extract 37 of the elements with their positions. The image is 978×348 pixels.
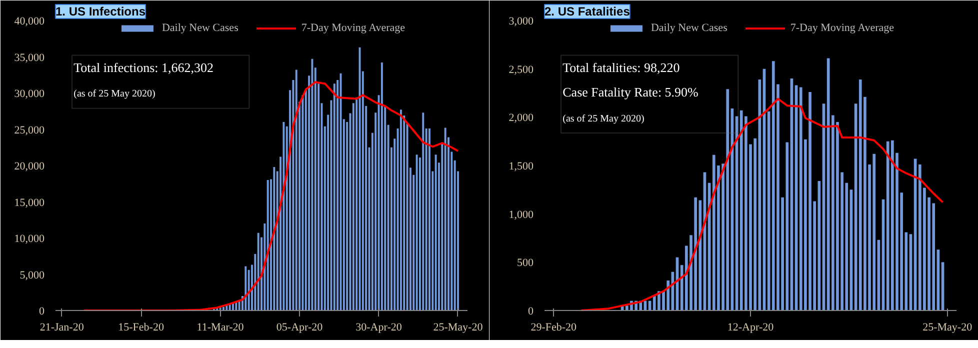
x-tick-label: 30-Apr-20 (356, 322, 402, 334)
legend-label: 7-Day Moving Average (790, 22, 894, 34)
y-tick-label: 30,000 (14, 88, 45, 100)
y-tick-label: 1,500 (508, 160, 534, 172)
x-tick-label: 29-Feb-20 (530, 322, 578, 334)
y-tick-label: 40,000 (14, 16, 45, 28)
y-tick-label: 500 (517, 257, 534, 270)
annotation: Case Fatality Rate: 5.90% (562, 84, 699, 100)
y-tick-label: 25,000 (14, 124, 45, 136)
annotation: Total infections: 1,662,302 (74, 60, 214, 76)
x-tick-label: 25-May-20 (433, 322, 484, 334)
y-tick-label: 1,000 (508, 208, 534, 221)
y-tick-label: 3,000 (508, 16, 534, 28)
legend-label: Daily New Cases (650, 22, 728, 34)
x-tick-label: 15-Feb-20 (118, 322, 164, 334)
y-tick-label: 2,000 (508, 112, 534, 124)
x-tick-label: 11-Mar-20 (196, 322, 244, 334)
x-tick-label: 05-Apr-20 (276, 322, 324, 334)
legend-label: Daily New Cases (162, 22, 238, 34)
line-series (83, 81, 459, 310)
chart-title: 2. US Fatalities (544, 4, 630, 18)
annotation: Total fatalities: 98,220 (562, 60, 680, 76)
y-tick-label: 35,000 (14, 52, 45, 64)
x-tick-label: 25-May-20 (922, 322, 973, 334)
y-tick-label: 0 (528, 306, 534, 318)
y-tick-label: 0 (39, 306, 45, 318)
annotation: (as of 25 May 2020) (74, 88, 156, 100)
y-tick-label: 5,000 (20, 269, 45, 282)
y-tick-label: 15,000 (14, 196, 45, 209)
y-tick-label: 10,000 (14, 233, 45, 245)
x-tick-label: 21-Jan-20 (40, 322, 84, 334)
x-tick-label: 12-Apr-20 (727, 322, 774, 334)
y-tick-label: 2,500 (508, 64, 534, 76)
chart-title: 1. US Infections (56, 4, 146, 18)
legend-label: 7-Day Moving Average (301, 22, 406, 34)
y-tick-label: 20,000 (14, 160, 45, 172)
annotation: (as of 25 May 2020) (562, 113, 644, 124)
